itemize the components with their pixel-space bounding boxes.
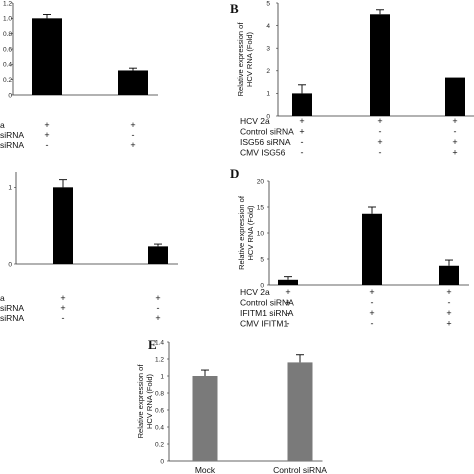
bar bbox=[32, 18, 62, 95]
condition-sign: - bbox=[454, 127, 457, 137]
condition-sign: + bbox=[452, 116, 457, 126]
y-tick-label: 0 bbox=[8, 92, 12, 99]
y-tick-label: 0.8 bbox=[3, 31, 12, 38]
y-tick-label: 1.0 bbox=[3, 16, 12, 23]
condition-sign: - bbox=[371, 298, 374, 308]
condition-row-label: siRNA bbox=[0, 140, 24, 150]
condition-sign: - bbox=[62, 313, 65, 323]
condition-row-label: siRNA bbox=[0, 130, 24, 140]
condition-sign: - bbox=[379, 148, 382, 158]
condition-sign: + bbox=[377, 137, 382, 147]
condition-row-label: HCV 2a bbox=[240, 287, 270, 297]
bar bbox=[445, 77, 465, 116]
y-tick-label: 1.2 bbox=[155, 356, 164, 363]
condition-sign: + bbox=[44, 130, 49, 140]
bar bbox=[118, 70, 148, 95]
condition-sign: - bbox=[46, 140, 49, 150]
condition-sign: - bbox=[371, 319, 374, 329]
y-tick-label: 1 bbox=[8, 185, 12, 192]
panel-letter: B bbox=[230, 1, 239, 16]
condition-sign: + bbox=[369, 287, 374, 297]
y-tick-label: 0.4 bbox=[3, 62, 12, 69]
y-tick-label: 1 bbox=[160, 373, 164, 380]
y-axis-title: Relative expression ofHCV RNA (Fold) bbox=[236, 22, 254, 97]
bar bbox=[148, 246, 168, 264]
condition-sign: - bbox=[448, 298, 451, 308]
condition-sign: - bbox=[301, 148, 304, 158]
y-tick-label: 0 bbox=[260, 282, 264, 289]
condition-sign: + bbox=[446, 287, 451, 297]
condition-sign: + bbox=[60, 293, 65, 303]
condition-sign: + bbox=[155, 293, 160, 303]
bar bbox=[53, 187, 73, 264]
y-tick-label: 1.2 bbox=[3, 0, 12, 7]
condition-sign: + bbox=[44, 120, 49, 130]
condition-sign: + bbox=[452, 137, 457, 147]
condition-row-label: a bbox=[0, 120, 5, 130]
condition-sign: + bbox=[299, 127, 304, 137]
bar bbox=[370, 14, 390, 116]
y-tick-label: 15 bbox=[257, 204, 265, 211]
condition-row-label: IFITM1 siRNA bbox=[240, 308, 294, 318]
y-tick-label: 20 bbox=[257, 178, 265, 185]
y-axis-title: Relative expression ofHCV RNA (Fold) bbox=[237, 195, 255, 270]
bar bbox=[439, 265, 459, 285]
condition-sign: + bbox=[377, 116, 382, 126]
condition-row-label: siRNA bbox=[0, 303, 24, 313]
y-tick-label: 0 bbox=[160, 458, 164, 465]
condition-sign: + bbox=[446, 319, 451, 329]
bar bbox=[287, 362, 313, 461]
panel-letter: D bbox=[230, 166, 239, 181]
condition-sign: - bbox=[301, 137, 304, 147]
y-tick-label: 3 bbox=[266, 46, 270, 53]
condition-row-label: CMV IFITM1 bbox=[240, 319, 288, 329]
condition-row-label: a bbox=[0, 293, 5, 303]
condition-sign: + bbox=[446, 308, 451, 318]
y-tick-label: 0.6 bbox=[155, 407, 164, 414]
condition-sign: + bbox=[299, 116, 304, 126]
condition-sign: + bbox=[285, 287, 290, 297]
condition-row-label: Control siRNA bbox=[240, 127, 294, 137]
bar bbox=[362, 213, 382, 285]
condition-row-label: siRNA bbox=[0, 313, 24, 323]
condition-sign: - bbox=[287, 308, 290, 318]
bar bbox=[278, 279, 298, 285]
y-tick-label: 0 bbox=[8, 261, 12, 268]
condition-sign: + bbox=[285, 298, 290, 308]
condition-sign: - bbox=[157, 303, 160, 313]
condition-row-label: Control siRNA bbox=[240, 298, 294, 308]
y-tick-label: 10 bbox=[257, 230, 265, 237]
y-tick-label: 1 bbox=[266, 91, 270, 98]
condition-sign: + bbox=[130, 120, 135, 130]
condition-sign: - bbox=[132, 130, 135, 140]
bar bbox=[292, 93, 312, 116]
y-tick-label: 1.4 bbox=[155, 339, 164, 346]
y-axis-title: Relative expression ofHCV RNA (Fold) bbox=[136, 364, 154, 439]
category-label: Mock bbox=[195, 465, 216, 474]
condition-sign: + bbox=[60, 303, 65, 313]
y-tick-label: 5 bbox=[260, 256, 264, 263]
condition-row-label: CMV ISG56 bbox=[240, 148, 286, 158]
bar bbox=[192, 376, 218, 461]
y-tick-label: 2 bbox=[266, 68, 270, 75]
condition-row-label: ISG56 siRNA bbox=[240, 137, 291, 147]
condition-sign: + bbox=[155, 313, 160, 323]
y-tick-label: 0 bbox=[266, 113, 270, 120]
condition-sign: - bbox=[379, 127, 382, 137]
y-tick-label: 0.4 bbox=[155, 424, 164, 431]
condition-sign: - bbox=[287, 319, 290, 329]
category-label: Control siRNA bbox=[273, 465, 327, 474]
condition-sign: + bbox=[130, 140, 135, 150]
y-tick-label: 0.2 bbox=[155, 441, 164, 448]
condition-row-label: HCV 2a bbox=[240, 116, 270, 126]
condition-sign: + bbox=[452, 148, 457, 158]
y-tick-label: 4 bbox=[266, 23, 270, 30]
y-tick-label: 0.2 bbox=[3, 77, 12, 84]
y-tick-label: 5 bbox=[266, 0, 270, 7]
panel-letter: E bbox=[148, 337, 157, 352]
condition-sign: + bbox=[369, 308, 374, 318]
y-tick-label: 0.6 bbox=[3, 46, 12, 53]
y-tick-label: 0.8 bbox=[155, 390, 164, 397]
